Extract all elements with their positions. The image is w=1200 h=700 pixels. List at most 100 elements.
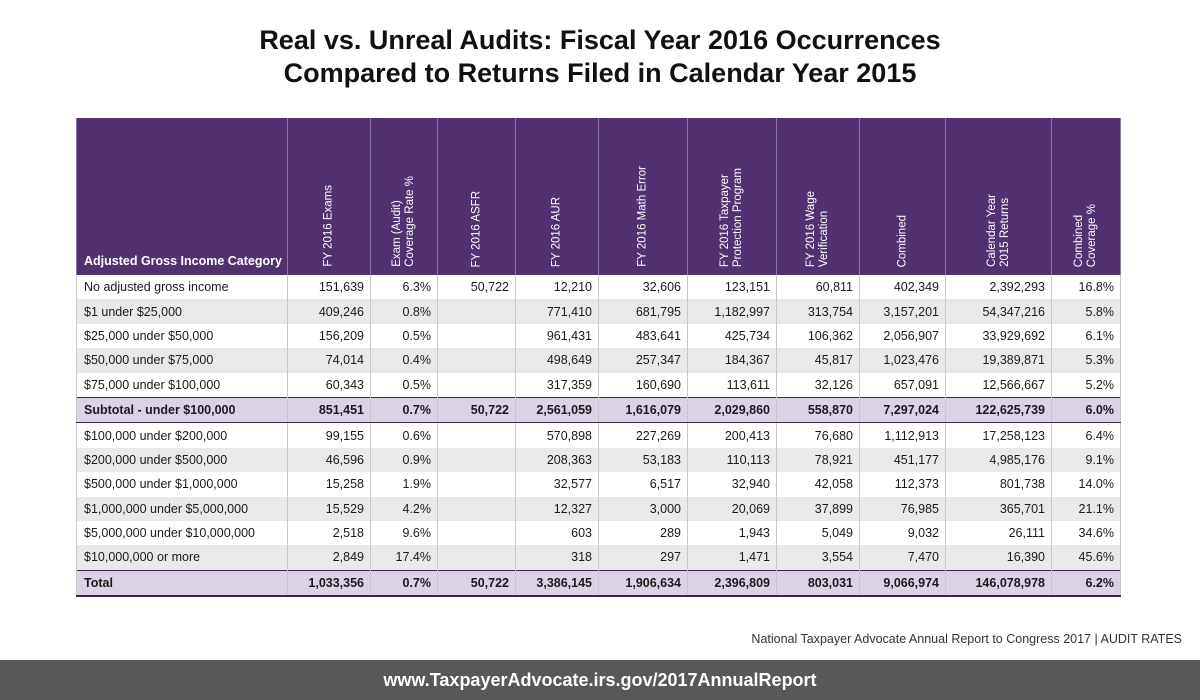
- value-cell: 78,921: [776, 447, 860, 473]
- value-cell: 112,373: [859, 472, 946, 497]
- value-cell: 60,343: [287, 372, 371, 398]
- value-cell: 33,929,692: [945, 323, 1052, 349]
- value-cell: 961,431: [515, 323, 599, 349]
- value-cell: 0.7%: [370, 569, 438, 598]
- value-cell: 402,349: [859, 275, 946, 300]
- value-cell: 0.9%: [370, 447, 438, 473]
- column-header-label: FY 2016 Wage Verification: [805, 190, 830, 267]
- value-cell: 46,596: [287, 447, 371, 473]
- table-header-row: Adjusted Gross Income Category FY 2016 E…: [76, 118, 1121, 275]
- value-cell: [437, 323, 516, 349]
- value-cell: 34.6%: [1051, 520, 1121, 546]
- value-cell: 50,722: [437, 396, 516, 424]
- page-title: Real vs. Unreal Audits: Fiscal Year 2016…: [0, 24, 1200, 90]
- table-row: $50,000 under $75,000 74,014 0.4% 498,649 25…: [76, 348, 1121, 373]
- value-cell: 257,347: [598, 348, 688, 373]
- column-header: FY 2016 ASFR: [437, 118, 516, 275]
- column-header-label: Combined Coverage %: [1073, 203, 1098, 267]
- value-cell: 0.5%: [370, 372, 438, 398]
- value-cell: 2,392,293: [945, 275, 1052, 300]
- value-cell: 17,258,123: [945, 422, 1052, 448]
- value-cell: 113,611: [687, 372, 777, 398]
- table-row: $200,000 under $500,000 46,596 0.9% 208,363…: [76, 447, 1121, 473]
- category-cell: Subtotal - under $100,000: [76, 396, 288, 424]
- value-cell: 122,625,739: [945, 396, 1052, 424]
- value-cell: 0.8%: [370, 299, 438, 324]
- column-header: FY 2016 Taxpayer Protection Program: [687, 118, 777, 275]
- value-cell: [437, 472, 516, 497]
- value-cell: 7,470: [859, 545, 946, 571]
- value-cell: 12,327: [515, 496, 599, 521]
- value-cell: 5.2%: [1051, 372, 1121, 398]
- value-cell: 2,056,907: [859, 323, 946, 349]
- value-cell: 1,943: [687, 520, 777, 546]
- value-cell: [437, 545, 516, 571]
- value-cell: 3,386,145: [515, 569, 599, 598]
- value-cell: 365,701: [945, 496, 1052, 521]
- column-header: FY 2016 Wage Verification: [776, 118, 860, 275]
- value-cell: 54,347,216: [945, 299, 1052, 324]
- value-cell: 2,396,809: [687, 569, 777, 598]
- column-header: FY 2016 AUR: [515, 118, 599, 275]
- category-cell: $25,000 under $50,000: [76, 323, 288, 349]
- title-line-1: Real vs. Unreal Audits: Fiscal Year 2016…: [259, 25, 941, 55]
- value-cell: 425,734: [687, 323, 777, 349]
- value-cell: 156,209: [287, 323, 371, 349]
- value-cell: 227,269: [598, 422, 688, 448]
- table-row: $75,000 under $100,000 60,343 0.5% 317,359 1…: [76, 372, 1121, 398]
- value-cell: 32,577: [515, 472, 599, 497]
- value-cell: 1,616,079: [598, 396, 688, 424]
- table-row: $500,000 under $1,000,000 15,258 1.9% 32,57…: [76, 472, 1121, 497]
- value-cell: 15,258: [287, 472, 371, 497]
- column-header-label: FY 2016 ASFR: [470, 190, 482, 268]
- category-cell: $100,000 under $200,000: [76, 422, 288, 448]
- category-cell: $1,000,000 under $5,000,000: [76, 496, 288, 521]
- value-cell: 1,182,997: [687, 299, 777, 324]
- value-cell: 6.0%: [1051, 396, 1121, 424]
- value-cell: 5,049: [776, 520, 860, 546]
- footer-url: www.TaxpayerAdvocate.irs.gov/2017AnnualR…: [383, 670, 817, 690]
- value-cell: 15,529: [287, 496, 371, 521]
- value-cell: 7,297,024: [859, 396, 946, 424]
- value-cell: 74,014: [287, 348, 371, 373]
- column-header-label: FY 2016 Math Error: [636, 166, 649, 267]
- value-cell: [437, 299, 516, 324]
- value-cell: 0.6%: [370, 422, 438, 448]
- value-cell: 313,754: [776, 299, 860, 324]
- value-cell: 1,033,356: [287, 569, 371, 598]
- value-cell: 76,680: [776, 422, 860, 448]
- value-cell: 0.5%: [370, 323, 438, 349]
- value-cell: 6.1%: [1051, 323, 1121, 349]
- category-cell: $5,000,000 under $10,000,000: [76, 520, 288, 546]
- value-cell: 451,177: [859, 447, 946, 473]
- value-cell: 17.4%: [370, 545, 438, 571]
- value-cell: 771,410: [515, 299, 599, 324]
- value-cell: [437, 372, 516, 398]
- value-cell: 5.8%: [1051, 299, 1121, 324]
- category-cell: $500,000 under $1,000,000: [76, 472, 288, 497]
- column-header: FY 2016 Exams: [287, 118, 371, 275]
- value-cell: 6.3%: [370, 275, 438, 300]
- table-row: $100,000 under $200,000 99,155 0.6% 570,898…: [76, 422, 1121, 448]
- table-row: $1 under $25,000 409,246 0.8% 771,410 681,79…: [76, 299, 1121, 324]
- value-cell: 3,157,201: [859, 299, 946, 324]
- value-cell: 483,641: [598, 323, 688, 349]
- value-cell: 200,413: [687, 422, 777, 448]
- value-cell: 9,066,974: [859, 569, 946, 598]
- value-cell: 558,870: [776, 396, 860, 424]
- value-cell: 498,649: [515, 348, 599, 373]
- value-cell: 21.1%: [1051, 496, 1121, 521]
- value-cell: 603: [515, 520, 599, 546]
- column-header: Calendar Year 2015 Returns: [945, 118, 1052, 275]
- value-cell: 99,155: [287, 422, 371, 448]
- column-header: FY 2016 Math Error: [598, 118, 688, 275]
- value-cell: 289: [598, 520, 688, 546]
- value-cell: 801,738: [945, 472, 1052, 497]
- footer-bar: www.TaxpayerAdvocate.irs.gov/2017AnnualR…: [0, 660, 1200, 700]
- value-cell: 1.9%: [370, 472, 438, 497]
- value-cell: 151,639: [287, 275, 371, 300]
- value-cell: 110,113: [687, 447, 777, 473]
- value-cell: 2,518: [287, 520, 371, 546]
- value-cell: 16,390: [945, 545, 1052, 571]
- table-row: $5,000,000 under $10,000,000 2,518 9.6% 603…: [76, 520, 1121, 546]
